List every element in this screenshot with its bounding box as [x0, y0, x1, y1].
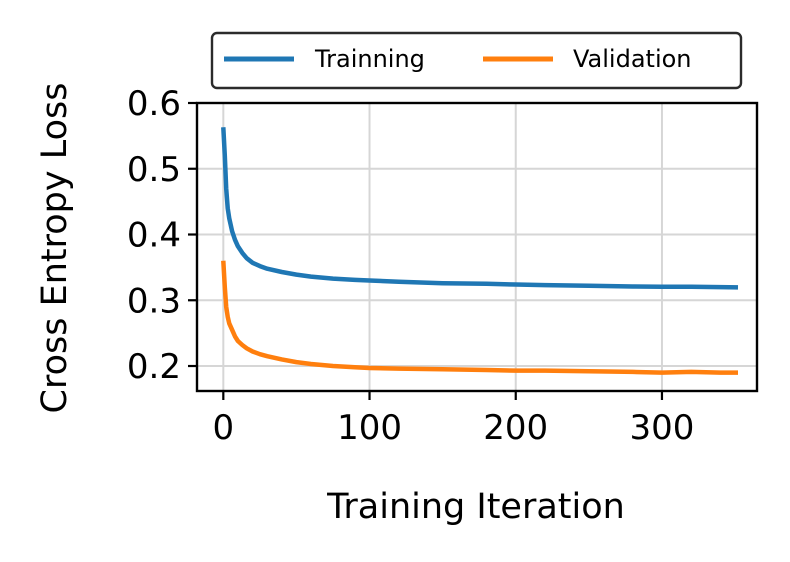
- x-axis-title: Training Iteration: [326, 487, 625, 527]
- y-tick-label: 0.3: [127, 281, 181, 321]
- x-tick-label: 200: [483, 408, 548, 448]
- y-axis-title: Cross Entropy Loss: [35, 83, 75, 414]
- axis-ticks: 0 100 200 300 0.2 0.3 0.4 0.5 0.6: [127, 84, 694, 448]
- y-tick-label: 0.5: [127, 150, 181, 190]
- legend-label-validation: Validation: [573, 45, 692, 73]
- grid-lines: [197, 102, 757, 391]
- legend-box: [210, 31, 743, 90]
- series-line-trainning: [221, 127, 739, 290]
- series-lines: [221, 127, 739, 375]
- y-tick-label: 0.2: [127, 347, 181, 387]
- y-tick-label: 0.6: [127, 84, 181, 124]
- series-line-validation: [221, 260, 738, 375]
- x-tick-label: 0: [212, 408, 234, 448]
- plot-frame: [195, 101, 759, 393]
- legend: Trainning Validation: [210, 31, 743, 90]
- x-tick-label: 100: [337, 408, 402, 448]
- x-tick-label: 300: [630, 408, 695, 448]
- legend-label-trainning: Trainning: [314, 45, 425, 73]
- y-tick-label: 0.4: [127, 216, 181, 256]
